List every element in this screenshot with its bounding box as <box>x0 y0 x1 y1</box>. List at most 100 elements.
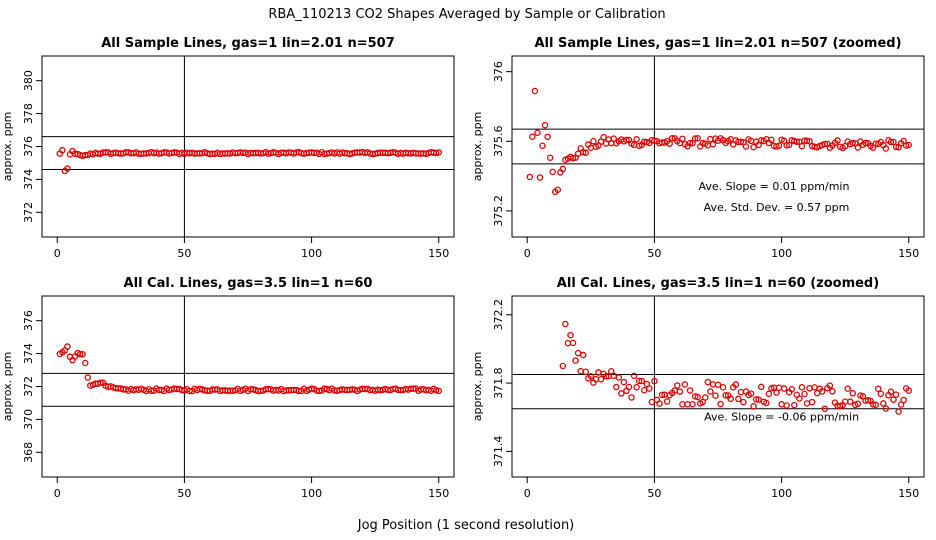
data-point <box>295 387 303 395</box>
data-point <box>559 362 567 370</box>
data-point <box>640 387 648 394</box>
data-point <box>691 135 699 142</box>
data-point <box>819 388 826 395</box>
data-point <box>572 357 579 364</box>
y-axis-label: approx. ppm <box>471 112 484 182</box>
data-point <box>64 165 71 172</box>
data-point <box>765 390 773 398</box>
x-tick-label: 0 <box>524 487 531 500</box>
data-point <box>806 384 813 392</box>
x-tick-label: 100 <box>301 247 322 260</box>
data-point <box>905 141 912 149</box>
data-point <box>686 139 694 147</box>
data-point <box>148 387 155 395</box>
data-point <box>750 403 757 410</box>
x-tick-label: 50 <box>647 487 661 500</box>
data-point <box>846 398 854 405</box>
data-point <box>574 349 582 357</box>
data-point <box>702 394 709 401</box>
data-point <box>778 401 785 408</box>
data-point <box>709 141 717 148</box>
data-point <box>658 391 666 399</box>
x-axis-label: Jog Position (1 second resolution) <box>357 518 575 533</box>
data-point <box>651 137 658 145</box>
data-point <box>689 400 696 408</box>
y-tick-label: 380 <box>22 70 35 91</box>
x-tick-label: 50 <box>177 247 191 260</box>
data-point <box>869 401 877 408</box>
data-point <box>567 331 574 339</box>
data-point <box>892 143 900 151</box>
data-point <box>727 395 734 403</box>
data-point <box>559 165 567 173</box>
data-point <box>610 372 617 380</box>
data-point <box>618 390 625 397</box>
figure-title: RBA_110213 CO2 Shapes Averaged by Sample… <box>268 7 665 22</box>
data-point <box>785 141 793 149</box>
data-point <box>549 168 556 176</box>
data-point <box>684 400 691 408</box>
y-axis-label: approx. ppm <box>471 352 484 422</box>
data-point <box>79 350 86 358</box>
data-point <box>582 149 590 157</box>
data-point <box>719 384 727 391</box>
data-point <box>620 378 628 386</box>
data-point <box>890 396 897 403</box>
data-point <box>872 401 879 409</box>
annotation: Ave. Slope = -0.06 ppm/min <box>704 411 859 424</box>
data-point <box>763 399 770 407</box>
y-tick-label: 374 <box>22 169 35 190</box>
chart-panel-2: All Sample Lines, gas=1 lin=2.01 n=507 (… <box>471 36 925 260</box>
data-point <box>750 143 757 151</box>
data-point <box>742 143 750 150</box>
data-point <box>410 385 417 392</box>
data-point <box>780 137 788 144</box>
data-point <box>679 135 686 143</box>
data-point <box>638 377 645 385</box>
x-tick-label: 50 <box>647 247 661 260</box>
data-point <box>757 383 765 391</box>
data-point <box>630 372 638 380</box>
x-tick-label: 0 <box>54 487 61 500</box>
x-tick-label: 50 <box>177 487 191 500</box>
y-tick-label: 372.2 <box>492 299 505 331</box>
data-point <box>600 133 607 141</box>
data-point <box>796 395 803 402</box>
data-point <box>541 121 549 129</box>
data-point <box>536 174 544 181</box>
data-point <box>737 388 745 396</box>
panel-title: All Cal. Lines, gas=3.5 lin=1 n=60 (zoom… <box>557 276 879 291</box>
data-point <box>681 381 689 388</box>
data-point <box>554 186 562 193</box>
data-point <box>740 398 747 406</box>
plot-frame <box>41 55 455 238</box>
data-point <box>432 387 440 394</box>
data-point <box>587 372 595 380</box>
data-point <box>905 387 912 394</box>
data-point <box>694 393 701 401</box>
data-point <box>755 396 762 403</box>
data-point <box>569 339 577 347</box>
panel-title: All Sample Lines, gas=1 lin=2.01 n=507 (… <box>534 36 901 51</box>
panels: All Sample Lines, gas=1 lin=2.01 n=507 0 5… <box>1 36 925 500</box>
data-point <box>849 390 857 397</box>
data-point <box>526 173 534 181</box>
data-point <box>829 388 836 395</box>
data-point <box>625 383 633 391</box>
chart-panel-1: All Sample Lines, gas=1 lin=2.01 n=507 0 5… <box>1 36 455 260</box>
data-point <box>686 387 694 394</box>
data-point <box>531 87 539 95</box>
data-point <box>892 391 900 398</box>
data-point <box>773 389 780 396</box>
data-point <box>811 384 818 391</box>
data-point <box>801 390 808 398</box>
y-tick-label: 376 <box>22 310 35 331</box>
data-point <box>714 381 722 388</box>
data-point <box>579 149 587 156</box>
data-point <box>775 142 783 149</box>
data-point <box>84 374 92 381</box>
y-tick-label: 372 <box>22 202 35 223</box>
panel-title: All Cal. Lines, gas=3.5 lin=1 n=60 <box>124 276 373 291</box>
y-tick-label: 372 <box>22 376 35 397</box>
